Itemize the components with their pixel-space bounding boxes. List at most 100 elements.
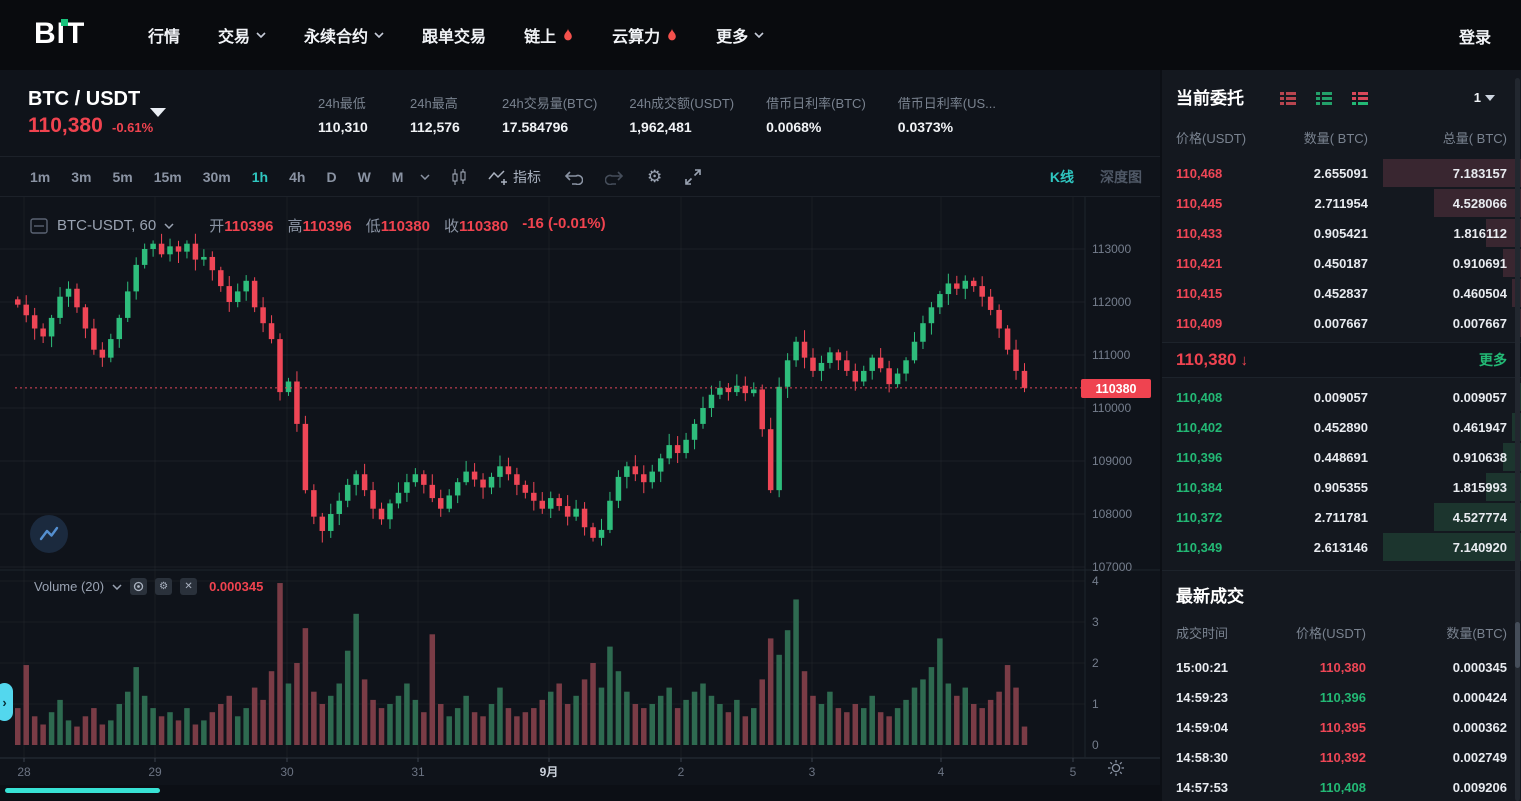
candle-change: -16 (-0.01%) xyxy=(522,215,606,232)
trade-row[interactable]: 14:57:53 110,408 0.009206 xyxy=(1162,772,1507,801)
price-chart[interactable]: 28 29 30 31 9月 2 3 4 5 BTC-USDT, 60 开110396 高110… xyxy=(0,197,1160,793)
trade-row[interactable]: 14:59:04 110,395 0.000362 xyxy=(1162,712,1507,742)
bid-price: 110,384 xyxy=(1176,479,1223,495)
interval-W[interactable]: W xyxy=(357,169,371,185)
stat-value: 0.0373% xyxy=(897,118,954,135)
trade-row[interactable]: 14:59:23 110,396 0.000424 xyxy=(1162,682,1507,712)
orderbook-bid-row[interactable]: 110,402 0.452890 0.461947 xyxy=(1162,412,1521,442)
interval-15m[interactable]: 15m xyxy=(153,169,182,185)
interval-30m[interactable]: 30m xyxy=(202,169,231,185)
fullscreen-icon[interactable] xyxy=(684,168,702,186)
orderbook-more-link[interactable]: 更多 xyxy=(1479,352,1507,368)
indicators-button[interactable]: 指标 xyxy=(488,167,541,187)
legend-collapse-icon[interactable] xyxy=(30,217,48,235)
ask-qty: 0.905421 xyxy=(1313,225,1368,241)
price-direction-down-icon: ↓ xyxy=(1240,351,1249,369)
bid-qty: 0.905355 xyxy=(1313,479,1368,495)
orderbook-bid-row[interactable]: 110,396 0.448691 0.910638 xyxy=(1162,442,1521,472)
orderbook-ask-row[interactable]: 110,421 0.450187 0.910691 xyxy=(1162,248,1521,278)
recent-trades-list: 15:00:21 110,380 0.000345 14:59:23 110,396 0.… xyxy=(1162,652,1507,801)
trade-row[interactable]: 15:00:21 110,380 0.000345 xyxy=(1162,652,1507,682)
chevron-down-icon xyxy=(1485,94,1495,101)
fire-icon xyxy=(564,28,572,41)
trade-price: 110,395 xyxy=(1319,719,1366,735)
orderbook-bid-row[interactable]: 110,372 2.711781 4.527774 xyxy=(1162,502,1521,532)
nav-menu: 行情 交易 永续合约 跟单交易 链上 云算力 更多 xyxy=(148,0,764,70)
ask-total: 0.007667 xyxy=(1452,315,1507,331)
interval-more-caret-icon[interactable] xyxy=(420,174,430,180)
candle-style-icon[interactable] xyxy=(452,168,466,186)
interval-3m[interactable]: 3m xyxy=(71,169,92,185)
chart-legend: BTC-USDT, 60 开110396 高110396 低110380 收11… xyxy=(30,215,606,236)
tab-depth[interactable]: 深度图 xyxy=(1100,169,1142,185)
nav-item-5[interactable]: 链上 xyxy=(524,23,574,47)
trade-time: 14:57:53 xyxy=(1176,779,1229,795)
nav-item-7[interactable]: 更多 xyxy=(716,23,764,47)
trade-price: 110,396 xyxy=(1319,689,1366,705)
trade-time: 15:00:21 xyxy=(1176,659,1229,675)
orderbook-ask-row[interactable]: 110,445 2.711954 4.528066 xyxy=(1162,188,1521,218)
nav-item-3[interactable]: 永续合约 xyxy=(304,23,384,47)
panel-scrollbar-thumb[interactable] xyxy=(1515,622,1520,668)
interval-1m[interactable]: 1m xyxy=(30,169,51,185)
volume-visibility-icon[interactable] xyxy=(130,578,148,595)
tab-kline[interactable]: K线 xyxy=(1049,169,1074,185)
candlestick-chart-canvas[interactable]: 28 29 30 31 9月 2 3 4 5 xyxy=(0,197,1160,785)
nav-item-4[interactable]: 跟单交易 xyxy=(422,29,487,46)
nav-item-6[interactable]: 云算力 xyxy=(612,23,678,47)
nav-item-2[interactable]: 交易 xyxy=(218,23,266,47)
tick-size-dropdown[interactable]: 1 xyxy=(1474,90,1495,105)
orderbook-bid-row[interactable]: 110,408 0.009057 0.009057 xyxy=(1162,382,1521,412)
volume-close-icon[interactable]: ✕ xyxy=(180,578,198,595)
top-nav: BIT 行情 交易 永续合约 跟单交易 链上 云算力 更多 登录 xyxy=(0,0,1521,70)
login-button[interactable]: 登录 xyxy=(1458,30,1491,47)
legend-symbol-interval[interactable]: BTC-USDT, 60 xyxy=(57,217,174,234)
trade-row[interactable]: 14:58:30 110,392 0.002749 xyxy=(1162,742,1507,772)
interval-D[interactable]: D xyxy=(326,169,337,185)
expand-side-panel-handle[interactable]: › xyxy=(0,683,13,721)
stat-5: 借币日利率(BTC) 0.0068% xyxy=(766,93,866,135)
interval-M[interactable]: M xyxy=(391,169,404,185)
chart-watermark-icon xyxy=(30,515,68,553)
brand-logo[interactable]: BIT xyxy=(34,17,86,50)
trade-qty: 0.000362 xyxy=(1452,719,1507,735)
svg-text:30: 30 xyxy=(280,765,294,779)
ask-price: 110,421 xyxy=(1176,255,1223,271)
view-both-sides-icon[interactable] xyxy=(1352,92,1368,105)
orderbook-ask-row[interactable]: 110,415 0.452837 0.460504 xyxy=(1162,278,1521,308)
redo-icon[interactable] xyxy=(605,170,625,185)
svg-text:28: 28 xyxy=(17,765,31,779)
bid-total: 0.461947 xyxy=(1452,419,1507,435)
view-asks-only-icon[interactable] xyxy=(1280,92,1296,105)
orderbook-ask-row[interactable]: 110,409 0.007667 0.007667 xyxy=(1162,308,1521,338)
interval-5m[interactable]: 5m xyxy=(112,169,133,185)
orderbook-ask-row[interactable]: 110,433 0.905421 1.816112 xyxy=(1162,218,1521,248)
interval-4h[interactable]: 4h xyxy=(289,169,306,185)
volume-settings-gear-icon[interactable]: ⚙ xyxy=(155,578,173,595)
orderbook-bid-row[interactable]: 110,384 0.905355 1.815993 xyxy=(1162,472,1521,502)
timezone-settings-icon[interactable] xyxy=(1104,757,1128,779)
chart-horizontal-scrollbar[interactable] xyxy=(5,788,160,793)
chart-settings-gear-icon[interactable]: ⚙ xyxy=(647,167,663,186)
nav-item-1[interactable]: 行情 xyxy=(148,29,181,46)
volume-label[interactable]: Volume (20) xyxy=(34,579,105,594)
ask-qty: 0.452837 xyxy=(1313,285,1368,301)
bid-price: 110,372 xyxy=(1176,509,1223,525)
interval-1h[interactable]: 1h xyxy=(251,169,269,185)
bid-qty: 0.009057 xyxy=(1313,389,1368,405)
stat-label: 24h交易量(BTC) xyxy=(502,95,598,111)
y-axis-tick: 108000 xyxy=(1092,507,1133,521)
bid-qty: 2.711781 xyxy=(1314,509,1368,525)
last-price-axis-tag: 110380 xyxy=(1081,379,1151,398)
mid-price: 110,380 xyxy=(1176,350,1237,369)
pair-dropdown-caret-icon[interactable] xyxy=(150,108,166,117)
undo-icon[interactable] xyxy=(563,170,583,185)
ask-total: 0.460504 xyxy=(1452,285,1507,301)
view-bids-only-icon[interactable] xyxy=(1316,92,1332,105)
chevron-down-icon xyxy=(754,32,764,38)
orderbook-bid-row[interactable]: 110,349 2.613146 7.140920 xyxy=(1162,532,1521,562)
svg-text:3: 3 xyxy=(809,765,816,779)
orderbook-ask-row[interactable]: 110,468 2.655091 7.183157 xyxy=(1162,158,1521,188)
svg-text:5: 5 xyxy=(1070,765,1077,779)
stat-label: 借币日利率(BTC) xyxy=(766,95,866,111)
